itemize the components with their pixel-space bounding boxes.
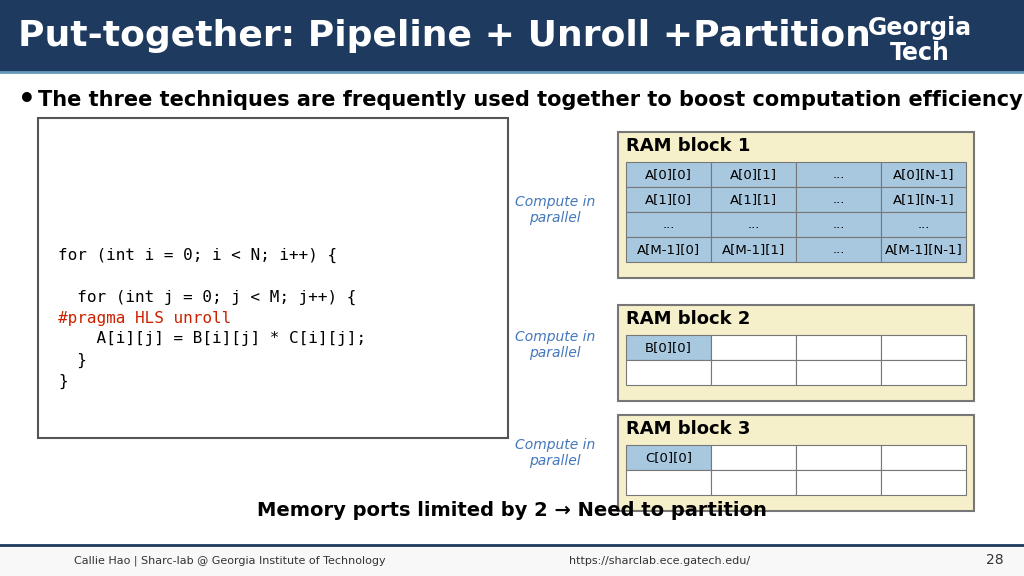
Bar xyxy=(618,415,974,511)
Bar xyxy=(711,162,796,187)
Bar xyxy=(626,360,711,385)
Text: ...: ... xyxy=(833,193,845,206)
Bar xyxy=(618,132,974,278)
Text: A[i][j] = B[i][j] * C[i][j];: A[i][j] = B[i][j] * C[i][j]; xyxy=(58,332,366,347)
Text: A[1][0]: A[1][0] xyxy=(645,193,692,206)
Text: B[0][0]: B[0][0] xyxy=(645,341,692,354)
Text: Put-together: Pipeline + Unroll +Partition: Put-together: Pipeline + Unroll +Partiti… xyxy=(18,19,870,53)
Text: for (int i = 0; i < N; i++) {: for (int i = 0; i < N; i++) { xyxy=(58,248,337,263)
Bar xyxy=(881,445,966,470)
Text: A[M-1][N-1]: A[M-1][N-1] xyxy=(885,243,963,256)
Bar xyxy=(881,187,966,212)
Bar xyxy=(796,212,881,237)
Bar xyxy=(711,445,796,470)
Text: RAM block 1: RAM block 1 xyxy=(626,137,751,155)
Bar xyxy=(881,212,966,237)
Bar xyxy=(626,445,711,470)
Text: #pragma HLS unroll: #pragma HLS unroll xyxy=(58,310,231,325)
Text: The three techniques are frequently used together to boost computation efficienc: The three techniques are frequently used… xyxy=(38,90,1023,110)
Bar xyxy=(881,470,966,495)
Bar xyxy=(711,470,796,495)
Bar xyxy=(881,360,966,385)
Text: ...: ... xyxy=(663,218,675,231)
Bar xyxy=(618,305,974,401)
Text: A[0][N-1]: A[0][N-1] xyxy=(893,168,954,181)
Bar xyxy=(711,187,796,212)
Bar xyxy=(626,335,711,360)
Text: A[0][0]: A[0][0] xyxy=(645,168,692,181)
Text: 28: 28 xyxy=(986,554,1004,567)
Text: •: • xyxy=(18,86,36,114)
Bar xyxy=(711,212,796,237)
Text: A[M-1][0]: A[M-1][0] xyxy=(637,243,700,256)
Bar xyxy=(881,162,966,187)
Text: C[0][0]: C[0][0] xyxy=(645,451,692,464)
Bar xyxy=(626,470,711,495)
Bar xyxy=(38,118,508,438)
Text: Memory ports limited by 2 → Need to partition: Memory ports limited by 2 → Need to part… xyxy=(257,501,767,520)
Bar xyxy=(0,545,1024,576)
Text: RAM block 3: RAM block 3 xyxy=(626,420,751,438)
Bar xyxy=(626,212,711,237)
Text: Compute in
parallel: Compute in parallel xyxy=(515,330,595,360)
Text: ...: ... xyxy=(918,218,930,231)
Bar xyxy=(796,445,881,470)
Text: }: } xyxy=(58,373,68,389)
Text: A[0][1]: A[0][1] xyxy=(730,168,777,181)
Text: ...: ... xyxy=(833,218,845,231)
Text: https://sharclab.ece.gatech.edu/: https://sharclab.ece.gatech.edu/ xyxy=(569,555,751,566)
Text: RAM block 2: RAM block 2 xyxy=(626,310,751,328)
Bar xyxy=(796,187,881,212)
Bar xyxy=(626,162,711,187)
Bar xyxy=(711,335,796,360)
Text: }: } xyxy=(58,353,87,367)
Bar xyxy=(711,237,796,262)
Text: A[M-1][1]: A[M-1][1] xyxy=(722,243,785,256)
Bar xyxy=(711,360,796,385)
Bar xyxy=(0,0,1024,72)
Text: ...: ... xyxy=(833,168,845,181)
Text: Callie Hao | Sharc-lab @ Georgia Institute of Technology: Callie Hao | Sharc-lab @ Georgia Institu… xyxy=(74,555,386,566)
Bar xyxy=(881,237,966,262)
Text: Compute in
parallel: Compute in parallel xyxy=(515,195,595,225)
Text: Tech: Tech xyxy=(890,41,950,65)
Text: Compute in
parallel: Compute in parallel xyxy=(515,438,595,468)
Bar xyxy=(626,237,711,262)
Text: for (int j = 0; j < M; j++) {: for (int j = 0; j < M; j++) { xyxy=(58,289,356,305)
Text: A[1][1]: A[1][1] xyxy=(730,193,777,206)
Text: Georgia: Georgia xyxy=(868,16,972,40)
Bar xyxy=(626,187,711,212)
Text: ...: ... xyxy=(748,218,760,231)
Bar xyxy=(796,162,881,187)
Text: A[1][N-1]: A[1][N-1] xyxy=(893,193,954,206)
Bar xyxy=(796,470,881,495)
Bar xyxy=(796,360,881,385)
Bar xyxy=(796,335,881,360)
Bar xyxy=(796,237,881,262)
Bar xyxy=(881,335,966,360)
Text: ...: ... xyxy=(833,243,845,256)
